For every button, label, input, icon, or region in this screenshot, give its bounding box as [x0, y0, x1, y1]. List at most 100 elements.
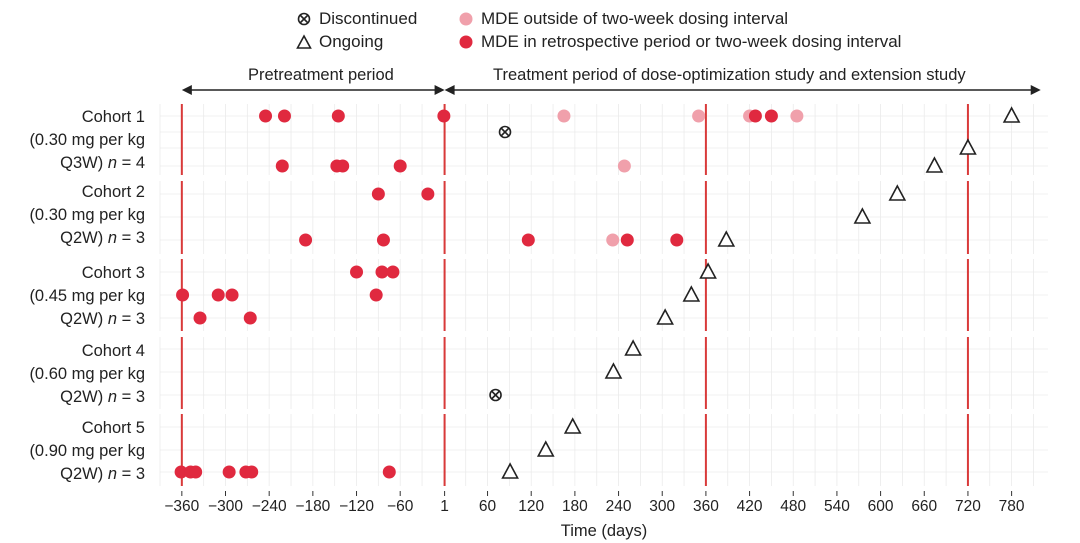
- mde-retro-point: [375, 265, 389, 279]
- cohort-3-schedule: Q2W): [60, 310, 104, 328]
- cohort-3-label: Cohort 3 (0.45 mg per kg Q2W) n = 3: [29, 262, 145, 331]
- cohort-2-schedule: Q2W): [60, 229, 104, 247]
- x-tick-label: −240: [252, 498, 287, 515]
- mde-retro-point: [174, 465, 188, 479]
- legend-mde-retro-label: MDE in retrospective period or two-week …: [481, 32, 902, 51]
- cohort-1-schedule: Q3W): [60, 154, 104, 172]
- mde-retro-point: [521, 233, 535, 247]
- cohort-3-n: 3: [135, 310, 145, 328]
- cohort-2-panel: [160, 181, 1048, 254]
- cohort-3-schedule-line: Q2W) n = 3: [60, 310, 145, 328]
- mde-outside-point: [692, 109, 706, 123]
- mde-retro-point: [371, 187, 385, 201]
- ongoing-marker: [888, 184, 907, 201]
- x-tick-label: −360: [164, 498, 199, 515]
- mde-outside-point: [617, 159, 631, 173]
- legend-mde-retro: MDE in retrospective period or two-week …: [458, 32, 901, 52]
- legend-ongoing: Ongoing: [296, 32, 383, 52]
- mde-retro-point: [670, 233, 684, 247]
- mde-retro-point: [211, 288, 225, 302]
- mde-retro-point: [336, 159, 350, 173]
- ongoing-marker: [925, 156, 944, 173]
- ongoing-marker: [1002, 106, 1021, 123]
- cohort-3-name: Cohort 3: [81, 264, 145, 282]
- cohort-2-n: 3: [135, 229, 145, 247]
- pretreatment-label: Pretreatment period: [248, 66, 394, 84]
- cohort-5-name: Cohort 5: [81, 419, 145, 437]
- x-tick-label: −120: [339, 498, 374, 515]
- mde-retro-point: [748, 109, 762, 123]
- mde-outside-point: [606, 233, 620, 247]
- cohort-1-panel: [160, 104, 1048, 175]
- x-tick-label: 1: [440, 498, 449, 515]
- mde-retro-point: [299, 233, 313, 247]
- mde-retro-point: [382, 465, 396, 479]
- cohort-5-n: 3: [135, 465, 145, 483]
- x-tick-label: 240: [606, 498, 632, 515]
- cohort-4-schedule: Q2W): [60, 388, 104, 406]
- mde-retro-point: [393, 159, 407, 173]
- mde-retro-point: [350, 265, 364, 279]
- cohort-1-label: Cohort 1 (0.30 mg per kg Q3W) n = 4: [29, 106, 145, 175]
- mde-outside-dot-icon: [459, 12, 473, 26]
- cohort-4-name: Cohort 4: [81, 342, 145, 360]
- legend-discontinued-label: Discontinued: [319, 9, 418, 28]
- x-tick-label: 780: [999, 498, 1025, 515]
- x-tick-label: 360: [693, 498, 719, 515]
- ongoing-marker: [536, 440, 555, 457]
- x-axis-label: Time (days): [561, 522, 647, 540]
- mde-retro-point: [176, 288, 190, 302]
- ongoing-marker: [682, 285, 701, 302]
- ongoing-marker: [699, 262, 717, 279]
- mde-retro-point: [277, 109, 291, 123]
- x-tick-label: −60: [387, 498, 414, 515]
- mde-retro-point: [386, 265, 400, 279]
- cohort-5-schedule: Q2W): [60, 465, 104, 483]
- mde-retro-point: [275, 159, 289, 173]
- cohort-1-schedule-line: Q3W) n = 4: [60, 154, 145, 172]
- mde-outside-point: [557, 109, 571, 123]
- mde-retro-point: [764, 109, 778, 123]
- ongoing-marker: [717, 230, 736, 247]
- x-tick-label: −300: [208, 498, 243, 515]
- mde-retro-point: [243, 311, 257, 325]
- cohort-panels: [159, 104, 1048, 486]
- cohort-4-label: Cohort 4 (0.60 mg per kg Q2W) n = 3: [29, 340, 145, 409]
- mde-retro-point: [245, 465, 259, 479]
- cohort-2-dose: (0.30 mg per kg: [29, 206, 145, 224]
- ongoing-marker: [501, 462, 519, 479]
- ongoing-marker: [853, 207, 872, 224]
- mde-retro-point: [437, 109, 451, 123]
- cohort-5-schedule-line: Q2W) n = 3: [60, 465, 145, 483]
- mde-outside-point: [790, 109, 804, 123]
- ongoing-marker: [959, 138, 977, 155]
- mde-retro-dot-icon: [459, 35, 473, 49]
- cohort-2-name: Cohort 2: [81, 183, 145, 201]
- legend-ongoing-label: Ongoing: [319, 32, 384, 51]
- x-tick-label: 300: [649, 498, 675, 515]
- cohort-4-schedule-line: Q2W) n = 3: [60, 388, 145, 406]
- mde-retro-point: [189, 465, 203, 479]
- discontinued-icon: [297, 12, 311, 26]
- cohort-1-n: 4: [135, 154, 145, 172]
- mde-retro-point: [421, 187, 435, 201]
- cohort-4-dose: (0.60 mg per kg: [29, 365, 145, 383]
- x-tick-label: 540: [824, 498, 850, 515]
- mde-retro-point: [193, 311, 207, 325]
- mde-retro-point: [259, 109, 273, 123]
- ongoing-marker: [604, 362, 623, 379]
- x-tick-label: 420: [737, 498, 763, 515]
- x-tick-label: 120: [518, 498, 544, 515]
- mde-retro-point: [225, 288, 239, 302]
- legend-mde-outside-label: MDE outside of two-week dosing interval: [481, 9, 789, 28]
- cohort-1-name: Cohort 1: [81, 108, 145, 126]
- mde-retro-point: [222, 465, 236, 479]
- discontinued-marker: [498, 125, 512, 139]
- x-tick-label: 480: [780, 498, 806, 515]
- cohort-5-label: Cohort 5 (0.90 mg per kg Q2W) n = 3: [29, 417, 145, 486]
- x-tick-label: 660: [911, 498, 937, 515]
- mde-retro-point: [620, 233, 634, 247]
- x-tick-label: 60: [479, 498, 497, 515]
- cohort-4-n: 3: [135, 388, 145, 406]
- period-arrows: [181, 85, 1041, 95]
